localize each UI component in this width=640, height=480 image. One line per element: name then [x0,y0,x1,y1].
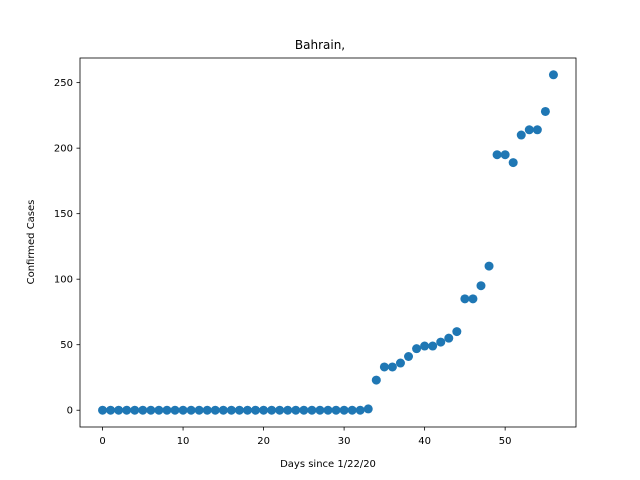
data-point [106,405,116,415]
y-axis-ticks: 0 50 100 150 200 250 [54,78,80,417]
data-point [291,405,301,415]
data-point [242,405,252,415]
data-point [436,337,446,347]
data-points [98,70,558,415]
data-point [98,405,108,415]
data-point [387,362,397,372]
x-axis-label: Days since 1/22/20 [280,459,376,470]
y-tick-label: 150 [54,209,73,220]
data-point [234,405,244,415]
y-tick-label: 50 [60,340,73,351]
data-point [323,405,333,415]
data-point [251,405,261,415]
y-tick-label: 200 [54,144,73,155]
y-tick-label: 250 [54,78,73,89]
data-point [218,405,228,415]
data-point [508,158,518,168]
data-point [468,294,478,304]
data-point [548,70,558,80]
data-point [202,405,212,415]
data-point [315,405,325,415]
data-point [114,405,124,415]
y-axis-label: Confirmed Cases [26,200,37,285]
data-point [178,405,188,415]
data-point [484,261,494,271]
data-point [347,405,357,415]
data-point [460,294,470,304]
data-point [524,125,534,135]
data-point [122,405,132,415]
data-point [210,405,220,415]
data-point [444,333,454,343]
x-tick-label: 20 [257,436,270,447]
data-point [194,405,204,415]
data-point [267,405,277,415]
data-point [379,362,389,372]
data-point [395,358,405,368]
data-point [331,405,341,415]
data-point [428,341,438,351]
data-point [226,405,236,415]
data-point [363,404,373,414]
data-point [307,405,317,415]
data-point [186,405,196,415]
data-point [138,405,148,415]
x-tick-label: 40 [418,436,431,447]
data-point [283,405,293,415]
data-point [170,405,180,415]
data-point [154,405,164,415]
data-point [500,150,510,160]
data-point [532,125,542,135]
plot-frame [79,57,577,428]
data-point [146,405,156,415]
data-point [355,405,365,415]
data-point [420,341,430,351]
data-point [259,405,269,415]
data-point [412,344,422,354]
chart-title: Bahrain, [295,38,345,52]
x-tick-label: 50 [499,436,512,447]
data-point [339,405,349,415]
data-point [492,150,502,160]
y-tick-label: 0 [67,406,73,417]
data-point [275,405,285,415]
data-point [540,106,550,116]
x-tick-label: 0 [99,436,105,447]
data-point [130,405,140,415]
data-point [299,405,309,415]
data-point [516,130,526,140]
data-point [162,405,172,415]
x-tick-label: 10 [177,436,190,447]
data-point [371,375,381,385]
data-point [476,281,486,291]
y-tick-label: 100 [54,275,73,286]
x-axis-ticks: 0 10 20 30 40 50 [99,427,512,447]
data-point [452,327,462,337]
data-point [404,352,414,361]
x-tick-label: 30 [338,436,351,447]
